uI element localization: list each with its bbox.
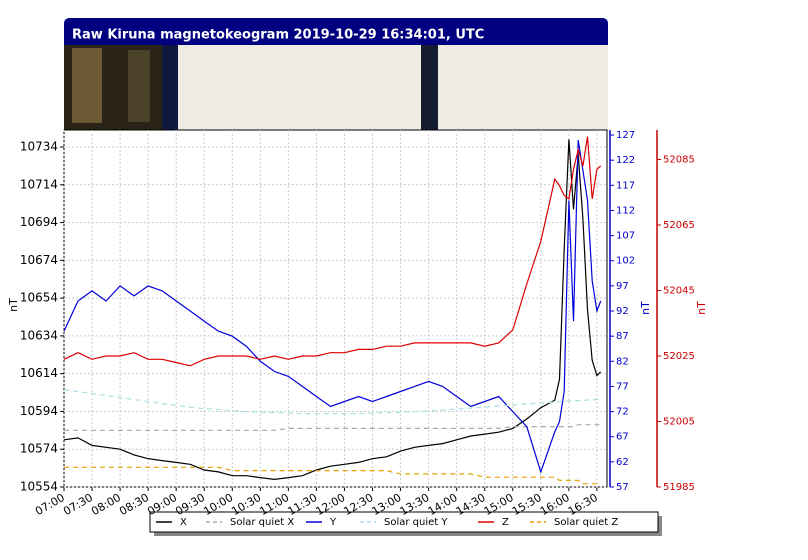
series-line — [63, 139, 602, 481]
series-line — [63, 140, 602, 474]
y2-tick-label: 92 — [616, 306, 629, 317]
y3-tick-label: 52085 — [663, 154, 695, 165]
y-tick-label: 10634 — [20, 328, 58, 342]
title-bar — [64, 18, 608, 45]
y2-tick-label: 87 — [616, 331, 629, 342]
keogram-image — [128, 50, 150, 122]
y-tick-label: 10734 — [20, 140, 58, 154]
series-line — [63, 136, 602, 367]
y2-tick-label: 62 — [616, 457, 629, 468]
y2-tick-label: 57 — [616, 482, 629, 493]
keogram-image — [421, 45, 438, 130]
y2-tick-label: 107 — [616, 231, 635, 242]
y3-tick-label: 51985 — [663, 482, 695, 493]
legend-label: Solar quiet Z — [554, 517, 618, 528]
legend-label: Z — [502, 517, 509, 528]
legend-label: X — [180, 517, 187, 528]
series-line — [64, 424, 601, 431]
legend-label: Solar quiet X — [230, 517, 294, 528]
y2-tick-label: 77 — [616, 381, 629, 392]
y-tick-label: 10714 — [20, 177, 58, 191]
y2-tick-label: 97 — [616, 281, 629, 292]
y-tick-label: 10554 — [20, 480, 58, 494]
y2-tick-label: 122 — [616, 155, 635, 166]
y-tick-label: 10674 — [20, 253, 58, 267]
keogram-image — [162, 45, 178, 130]
legend-label: Solar quiet Y — [384, 517, 448, 528]
y-tick-label: 10694 — [20, 215, 58, 229]
y2-tick-label: 72 — [616, 407, 629, 418]
series-line — [64, 466, 601, 485]
y-axis-label: nT — [7, 298, 20, 312]
y2-tick-label: 112 — [616, 205, 635, 216]
series-line — [63, 389, 601, 415]
y2-axis-label: nT — [639, 301, 652, 315]
y-tick-label: 10614 — [20, 366, 58, 380]
y3-tick-label: 52025 — [663, 351, 695, 362]
y3-tick-label: 52005 — [663, 416, 695, 427]
y2-tick-label: 117 — [616, 180, 635, 191]
y2-tick-label: 82 — [616, 356, 629, 367]
y-tick-label: 10574 — [20, 442, 58, 456]
y3-tick-label: 52045 — [663, 285, 695, 296]
y-tick-label: 10594 — [20, 404, 58, 418]
keogram-image — [72, 48, 102, 123]
y2-tick-label: 102 — [616, 256, 635, 267]
plot-area — [63, 129, 608, 488]
y2-tick-label: 67 — [616, 432, 629, 443]
y2-tick-label: 127 — [616, 130, 635, 141]
chart-title: Raw Kiruna magnetokeogram 2019-10-29 16:… — [72, 28, 484, 43]
legend — [149, 511, 659, 533]
y3-tick-label: 52065 — [663, 220, 695, 231]
y-tick-label: 10654 — [20, 291, 58, 305]
y3-axis-label: nT — [695, 301, 708, 315]
legend-label: Y — [329, 517, 337, 528]
